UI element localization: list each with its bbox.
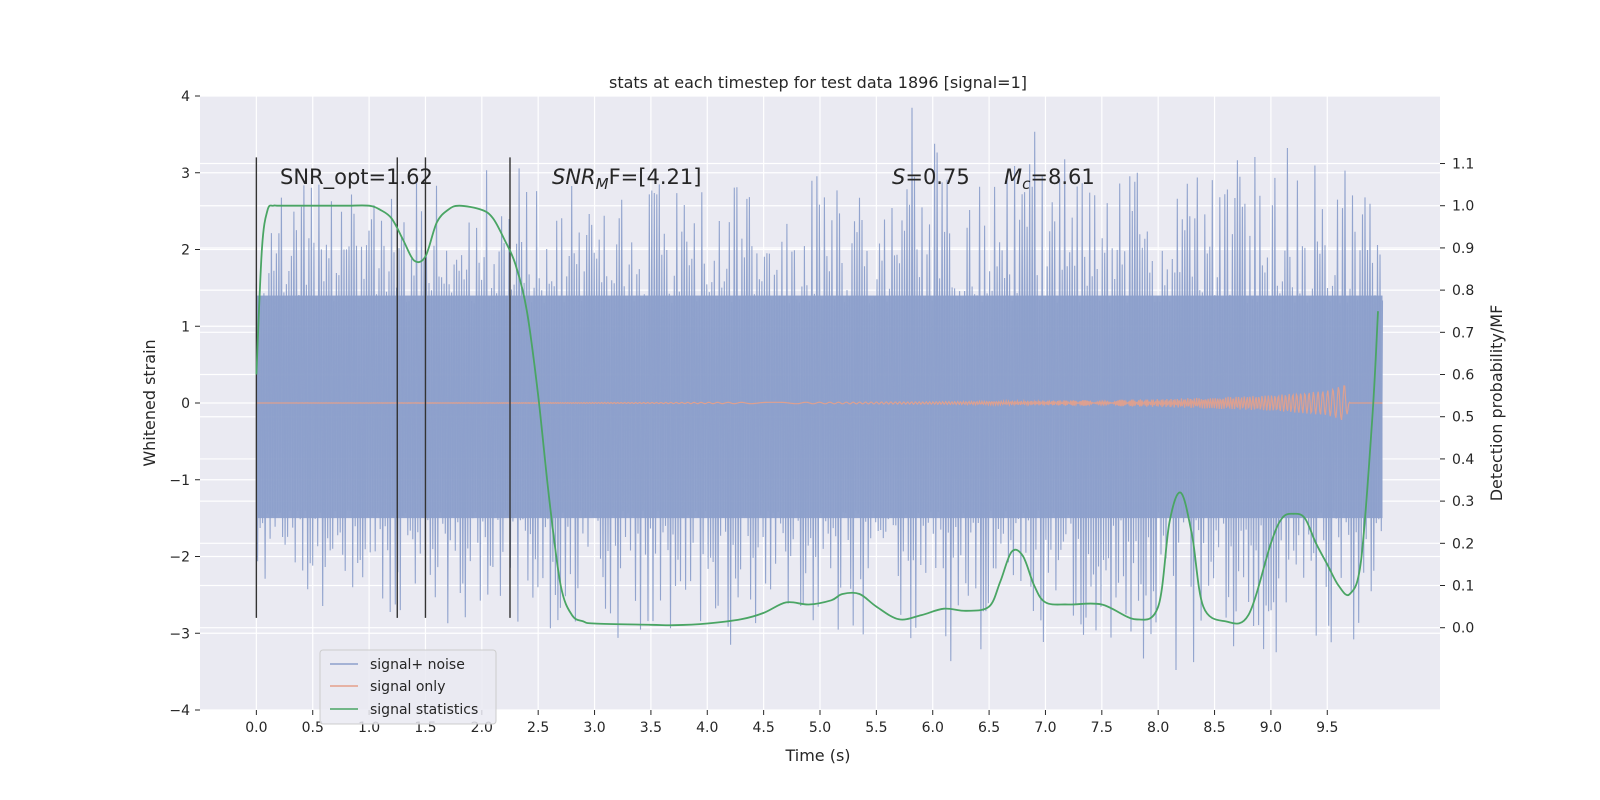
y2-tick-label: 0.3: [1452, 494, 1474, 510]
x-tick-label: 9.0: [1260, 720, 1282, 736]
y2-tick-label: 0.8: [1452, 283, 1474, 299]
x-tick-label: 7.5: [1091, 720, 1113, 736]
x-tick-label: 5.5: [865, 720, 887, 736]
signal-statistics-line: [255, 204, 1379, 627]
annotation-mc-symbol: M: [1004, 165, 1022, 189]
annotation-snr-opt: SNR_opt=1.62: [280, 165, 433, 190]
y-tick-label: −3: [169, 626, 190, 642]
x-tick-label: 9.5: [1316, 720, 1338, 736]
x-tick-label: 3.5: [640, 720, 662, 736]
x-tick-label: 2.5: [527, 720, 549, 736]
y2-tick-label: 0.4: [1452, 452, 1474, 468]
y-tick-label: 0: [181, 396, 190, 412]
legend-box: [319, 649, 497, 725]
annotation-s-symbol: S: [892, 165, 905, 189]
x-tick-label: 7.0: [1034, 720, 1056, 736]
y2-axis-label: Detection probability/MF: [1487, 305, 1506, 502]
annotation-s: S=0.75: [892, 165, 970, 189]
annotation-mc: Mc=8.61: [1004, 165, 1095, 193]
y2-tick-label: 0.5: [1452, 410, 1474, 426]
vertical-markers: [255, 157, 511, 618]
x-tick-label: 8.5: [1203, 720, 1225, 736]
legend-label-signal-only: signal only: [370, 679, 445, 695]
y2-tick-label: 0.6: [1452, 368, 1474, 384]
signal-noise-line: [255, 107, 1384, 671]
y-tick-label: −4: [169, 703, 190, 719]
signal-only-line: [256, 385, 1383, 421]
x-axis-ticks: 0.0 0.5 1.0 1.5 2.0 2.5 3.0 3.5 4.0 4.5 5.0 5.5 6.0 6…: [245, 710, 1338, 736]
y2-tick-label: 1.1: [1452, 157, 1474, 173]
x-tick-label: 0.5: [302, 720, 324, 736]
y-tick-label: 3: [181, 166, 190, 182]
y2-tick-label: 0.7: [1452, 325, 1474, 341]
annotation-snr-mf-subscript: M: [596, 175, 609, 193]
y2-tick-label: 0.9: [1452, 241, 1474, 257]
annotation-s-value: =0.75: [905, 165, 969, 189]
legend-label-signal-noise: signal+ noise: [370, 657, 465, 673]
y2-tick-label: 1.0: [1452, 199, 1474, 215]
signal-statistics-series: [255, 204, 1379, 627]
x-tick-label: 6.5: [978, 720, 1000, 736]
y-tick-label: 2: [181, 243, 190, 259]
x-tick-label: 8.0: [1147, 720, 1169, 736]
y-tick-label: 1: [181, 319, 190, 335]
legend: signal+ noise signal only signal statist…: [319, 649, 497, 725]
annotation-snr-mf: SNRMF=[4.21]: [552, 165, 701, 193]
x-tick-label: 0.0: [245, 720, 267, 736]
y2-tick-label: 0.2: [1452, 536, 1474, 552]
y-tick-label: 4: [181, 89, 190, 105]
legend-label-signal-statistics: signal statistics: [370, 702, 478, 718]
chart-title: stats at each timestep for test data 189…: [609, 73, 1027, 92]
y2-axis-ticks: 0.0 0.1 0.2 0.3 0.4 0.5 0.6 0.7 0.8 0.9 1.0 1.1: [1440, 157, 1474, 637]
y-axis-label: Whitened strain: [140, 339, 159, 466]
x-tick-label: 6.0: [922, 720, 944, 736]
y-axis-ticks: −4 −3 −2 −1 0 1 2 3 4: [169, 89, 200, 719]
x-tick-label: 4.0: [696, 720, 718, 736]
signal-plus-noise-series: [255, 107, 1384, 671]
y2-tick-label: 0.0: [1452, 621, 1474, 637]
y2-tick-label: 0.1: [1452, 579, 1474, 595]
x-axis-label: Time (s): [784, 746, 850, 765]
annotation-snr-mf-symbol: SNR: [552, 165, 596, 189]
annotation-snr-mf-value: F=[4.21]: [609, 165, 702, 189]
x-tick-label: 4.5: [753, 720, 775, 736]
x-tick-label: 3.0: [583, 720, 605, 736]
signal-only-series: [256, 385, 1383, 421]
y-tick-label: −1: [169, 473, 190, 489]
y-tick-label: −2: [169, 550, 190, 566]
annotation-mc-subscript: c: [1022, 175, 1031, 193]
annotation-mc-value: =8.61: [1030, 165, 1094, 189]
x-tick-label: 5.0: [809, 720, 831, 736]
